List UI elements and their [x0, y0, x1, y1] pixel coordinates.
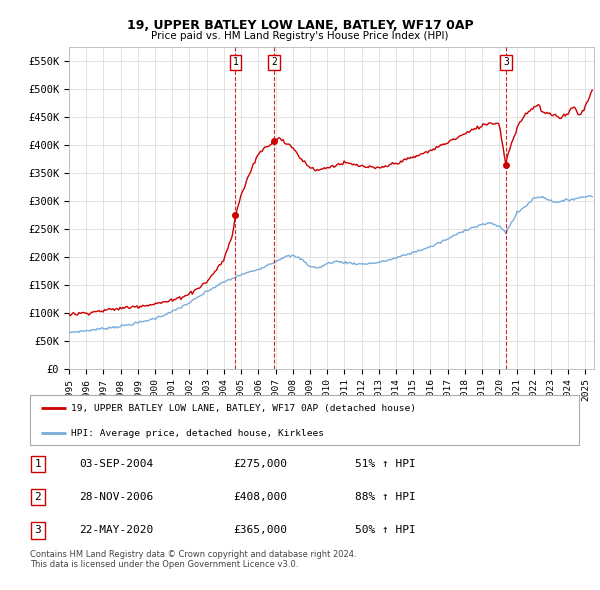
Text: 3: 3 [34, 525, 41, 535]
Text: 1: 1 [233, 57, 238, 67]
Text: £365,000: £365,000 [234, 525, 288, 535]
Text: 19, UPPER BATLEY LOW LANE, BATLEY, WF17 0AP (detached house): 19, UPPER BATLEY LOW LANE, BATLEY, WF17 … [71, 404, 416, 413]
Text: 28-NOV-2006: 28-NOV-2006 [79, 492, 154, 502]
Text: 2: 2 [271, 57, 277, 67]
Text: 03-SEP-2004: 03-SEP-2004 [79, 459, 154, 469]
Text: 22-MAY-2020: 22-MAY-2020 [79, 525, 154, 535]
Text: 3: 3 [503, 57, 509, 67]
Text: 19, UPPER BATLEY LOW LANE, BATLEY, WF17 0AP: 19, UPPER BATLEY LOW LANE, BATLEY, WF17 … [127, 19, 473, 32]
Text: £408,000: £408,000 [234, 492, 288, 502]
Text: 2: 2 [34, 492, 41, 502]
Text: 51% ↑ HPI: 51% ↑ HPI [355, 459, 416, 469]
Text: 88% ↑ HPI: 88% ↑ HPI [355, 492, 416, 502]
Text: HPI: Average price, detached house, Kirklees: HPI: Average price, detached house, Kirk… [71, 429, 324, 438]
Text: Price paid vs. HM Land Registry's House Price Index (HPI): Price paid vs. HM Land Registry's House … [151, 31, 449, 41]
FancyBboxPatch shape [30, 395, 579, 445]
Text: £275,000: £275,000 [234, 459, 288, 469]
Text: 50% ↑ HPI: 50% ↑ HPI [355, 525, 416, 535]
Text: 1: 1 [34, 459, 41, 469]
Text: Contains HM Land Registry data © Crown copyright and database right 2024.
This d: Contains HM Land Registry data © Crown c… [30, 550, 356, 569]
